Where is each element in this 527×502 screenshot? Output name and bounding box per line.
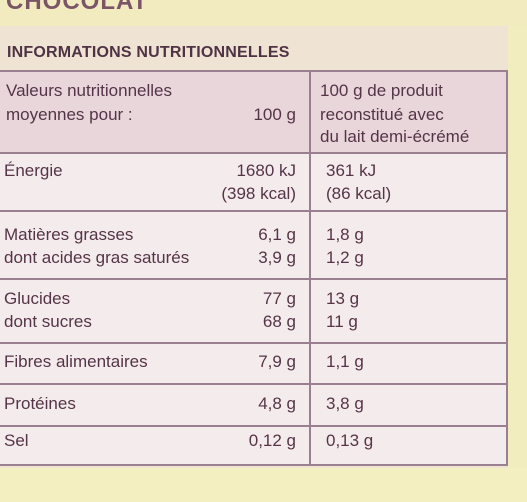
header-col2: reconstitué avec: [320, 105, 444, 124]
row-value-100g: 6,1 g: [258, 225, 296, 244]
packaging-bottom: [0, 468, 527, 502]
row-label: Sel: [4, 431, 29, 450]
row-value-reconstitue: 13 g: [326, 289, 360, 308]
table-header: [0, 72, 506, 152]
row-label: dont sucres: [4, 312, 92, 331]
row-value-reconstitue: 1,1 g: [326, 352, 364, 371]
row-value-100g: 68 g: [262, 312, 296, 331]
row-value-100g: (398 kcal): [221, 184, 296, 203]
row-divider: [0, 425, 506, 427]
row-value-100g: 0,12 g: [248, 431, 296, 450]
row-value-reconstitue: 3,8 g: [326, 394, 364, 413]
nutrition-table: Valeurs nutritionnelles moyennes pour : …: [0, 70, 508, 466]
row-value-reconstitue: 1,8 g: [326, 225, 364, 244]
row-value-100g: 3,9 g: [258, 248, 296, 267]
row-divider: [0, 152, 506, 154]
row-value-reconstitue: 0,13 g: [326, 431, 374, 450]
row-divider: [0, 383, 506, 385]
top-strip: CHOCOLAT: [0, 0, 527, 26]
row-label: Énergie: [4, 161, 63, 180]
row-label: Glucides: [4, 289, 71, 308]
row-label: Fibres alimentaires: [4, 352, 148, 371]
column-divider: [309, 72, 311, 466]
row-divider: [0, 278, 506, 280]
row-divider: [0, 210, 506, 212]
row-divider: [0, 342, 506, 344]
header-label: Valeurs nutritionnelles: [6, 81, 172, 100]
row-value-100g: 1680 kJ: [236, 161, 296, 180]
row-value-100g: 77 g: [262, 289, 296, 308]
row-value-reconstitue: 11 g: [326, 312, 358, 331]
row-label: Protéines: [4, 394, 76, 413]
header-col1: 100 g: [253, 105, 296, 124]
row-value-reconstitue: (86 kcal): [326, 184, 392, 203]
row-value-reconstitue: 1,2 g: [326, 248, 364, 267]
row-value-100g: 4,8 g: [258, 394, 296, 413]
row-value-reconstitue: 361 kJ: [326, 161, 377, 180]
row-value-100g: 7,9 g: [258, 352, 296, 371]
row-label: dont acides gras saturés: [4, 248, 190, 267]
nutrition-heading: INFORMATIONS NUTRITIONNELLES: [7, 44, 290, 61]
packaging-edge: [508, 26, 527, 468]
header-label: moyennes pour :: [6, 105, 133, 124]
header-col2: 100 g de produit: [320, 81, 443, 100]
brand-title: CHOCOLAT: [6, 0, 149, 15]
row-label: Matières grasses: [4, 225, 134, 244]
header-col2: du lait demi-écrémé: [320, 127, 470, 146]
